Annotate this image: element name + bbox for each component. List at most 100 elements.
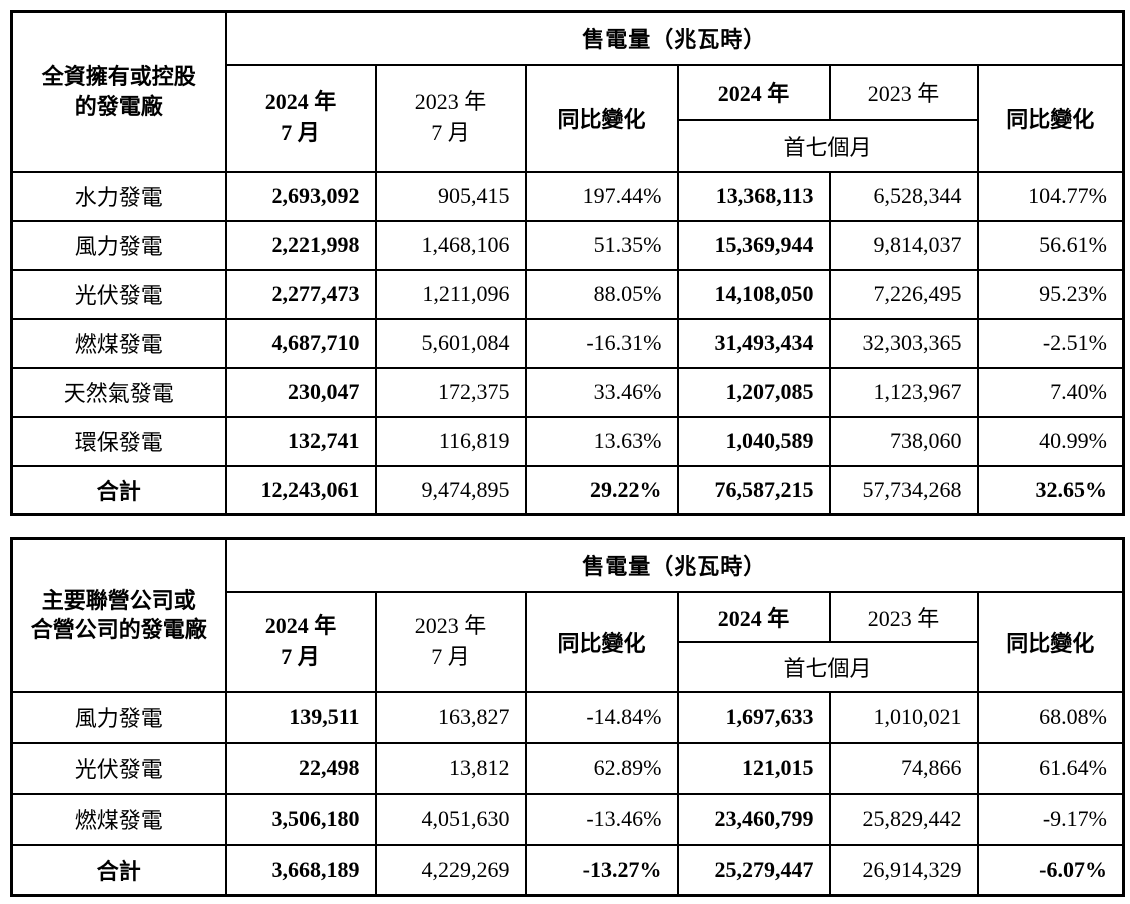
column-header-2023-july: 2023 年 7 月 bbox=[374, 63, 527, 173]
cell-yoy-ytd: 95.23% bbox=[976, 268, 1125, 320]
cell-yoy-month: -14.84% bbox=[524, 690, 679, 744]
cell-ytd2023: 1,123,967 bbox=[828, 366, 979, 418]
cell-yoy-ytd: 61.64% bbox=[976, 741, 1125, 795]
cell-ytd2023: 25,829,442 bbox=[828, 792, 979, 846]
column-group-header-sales-volume: 售電量（兆瓦時） bbox=[224, 537, 1125, 593]
row-header-line1: 主要聯營公司或 bbox=[41, 587, 196, 613]
cell-yoy-ytd: 104.77% bbox=[976, 170, 1125, 222]
cell-m2023: 116,819 bbox=[374, 415, 527, 467]
cell-m2024: 132,741 bbox=[224, 415, 377, 467]
cell-yoy-month: -13.46% bbox=[524, 792, 679, 846]
row-label: 水力發電 bbox=[10, 170, 227, 222]
cell-yoy-month: 62.89% bbox=[524, 741, 679, 795]
cell-m2024: 22,498 bbox=[224, 741, 377, 795]
cell-ytd2023: 7,226,495 bbox=[828, 268, 979, 320]
cell-yoy-ytd: 40.99% bbox=[976, 415, 1125, 467]
row-label: 光伏發電 bbox=[10, 268, 227, 320]
column-header-2024-july-year: 2024 年 bbox=[264, 612, 337, 638]
cell-m2023: 4,051,630 bbox=[374, 792, 527, 846]
column-header-2024-july: 2024 年 7 月 bbox=[224, 590, 377, 693]
table-row-coal: 燃煤發電 4,687,710 5,601,084 -16.31% 31,493,… bbox=[10, 317, 1125, 369]
cell-ytd2024: 1,040,589 bbox=[676, 415, 831, 467]
cell-m2023: 5,601,084 bbox=[374, 317, 527, 369]
cell-yoy-ytd: 56.61% bbox=[976, 219, 1125, 271]
row-header-associate-jv-plants: 主要聯營公司或 合營公司的發電廠 bbox=[10, 537, 227, 693]
cell-m2024: 4,687,710 bbox=[224, 317, 377, 369]
cell-m2024: 3,668,189 bbox=[224, 843, 377, 897]
cell-yoy-month: -16.31% bbox=[524, 317, 679, 369]
cell-m2024: 12,243,061 bbox=[224, 464, 377, 516]
table-row-wind: 風力發電 2,221,998 1,468,106 51.35% 15,369,9… bbox=[10, 219, 1125, 271]
table-row-natural-gas: 天然氣發電 230,047 172,375 33.46% 1,207,085 1… bbox=[10, 366, 1125, 418]
cell-yoy-month: 88.05% bbox=[524, 268, 679, 320]
table-row-total: 合計 3,668,189 4,229,269 -13.27% 25,279,44… bbox=[10, 843, 1125, 897]
table-row-solar: 光伏發電 2,277,473 1,211,096 88.05% 14,108,0… bbox=[10, 268, 1125, 320]
column-header-yoy-change-month: 同比變化 bbox=[524, 63, 679, 173]
cell-ytd2024: 76,587,215 bbox=[676, 464, 831, 516]
cell-m2024: 2,277,473 bbox=[224, 268, 377, 320]
cell-ytd2023: 738,060 bbox=[828, 415, 979, 467]
cell-yoy-ytd: -9.17% bbox=[976, 792, 1125, 846]
table-wholly-owned-plants: 全資擁有或控股 的發電廠 售電量（兆瓦時） 2024 年 7 月 2023 年 … bbox=[10, 10, 1125, 516]
cell-yoy-month: 29.22% bbox=[524, 464, 679, 516]
row-label-total: 合計 bbox=[10, 464, 227, 516]
cell-m2023: 4,229,269 bbox=[374, 843, 527, 897]
table-row-environmental: 環保發電 132,741 116,819 13.63% 1,040,589 73… bbox=[10, 415, 1125, 467]
cell-m2024: 230,047 bbox=[224, 366, 377, 418]
column-header-first-seven-months: 首七個月 bbox=[676, 118, 979, 173]
cell-yoy-ytd: 32.65% bbox=[976, 464, 1125, 516]
column-header-2024-ytd: 2024 年 bbox=[676, 63, 831, 121]
cell-ytd2024: 31,493,434 bbox=[676, 317, 831, 369]
cell-m2023: 163,827 bbox=[374, 690, 527, 744]
column-header-yoy-change-month: 同比變化 bbox=[524, 590, 679, 693]
cell-ytd2024: 121,015 bbox=[676, 741, 831, 795]
cell-m2024: 2,693,092 bbox=[224, 170, 377, 222]
row-label: 天然氣發電 bbox=[10, 366, 227, 418]
table-row-total: 合計 12,243,061 9,474,895 29.22% 76,587,21… bbox=[10, 464, 1125, 516]
cell-ytd2024: 15,369,944 bbox=[676, 219, 831, 271]
row-label: 環保發電 bbox=[10, 415, 227, 467]
cell-ytd2023: 1,010,021 bbox=[828, 690, 979, 744]
column-header-2023-ytd: 2023 年 bbox=[828, 63, 979, 121]
column-header-2023-july-month: 7 月 bbox=[431, 643, 470, 669]
cell-yoy-month: 197.44% bbox=[524, 170, 679, 222]
row-label: 光伏發電 bbox=[10, 741, 227, 795]
column-header-2024-july-year: 2024 年 bbox=[264, 89, 337, 115]
cell-m2024: 139,511 bbox=[224, 690, 377, 744]
cell-ytd2024: 14,108,050 bbox=[676, 268, 831, 320]
table-row-coal: 燃煤發電 3,506,180 4,051,630 -13.46% 23,460,… bbox=[10, 792, 1125, 846]
column-header-2024-july: 2024 年 7 月 bbox=[224, 63, 377, 173]
column-header-2024-july-month: 7 月 bbox=[281, 120, 320, 145]
cell-m2024: 2,221,998 bbox=[224, 219, 377, 271]
row-header-line2: 的發電廠 bbox=[74, 93, 163, 119]
cell-yoy-ytd: 7.40% bbox=[976, 366, 1125, 418]
cell-m2023: 9,474,895 bbox=[374, 464, 527, 516]
cell-ytd2023: 74,866 bbox=[828, 741, 979, 795]
cell-yoy-month: 33.46% bbox=[524, 366, 679, 418]
cell-ytd2024: 1,207,085 bbox=[676, 366, 831, 418]
table-row-hydro: 水力發電 2,693,092 905,415 197.44% 13,368,11… bbox=[10, 170, 1125, 222]
row-label: 燃煤發電 bbox=[10, 317, 227, 369]
cell-ytd2023: 32,303,365 bbox=[828, 317, 979, 369]
cell-ytd2024: 23,460,799 bbox=[676, 792, 831, 846]
cell-m2023: 172,375 bbox=[374, 366, 527, 418]
cell-ytd2024: 25,279,447 bbox=[676, 843, 831, 897]
cell-m2024: 3,506,180 bbox=[224, 792, 377, 846]
cell-yoy-month: -13.27% bbox=[524, 843, 679, 897]
cell-yoy-month: 51.35% bbox=[524, 219, 679, 271]
table-associate-jv-plants: 主要聯營公司或 合營公司的發電廠 售電量（兆瓦時） 2024 年 7 月 202… bbox=[10, 537, 1125, 897]
column-header-2024-july-month: 7 月 bbox=[281, 643, 320, 669]
table-row-solar: 光伏發電 22,498 13,812 62.89% 121,015 74,866… bbox=[10, 741, 1125, 795]
cell-m2023: 905,415 bbox=[374, 170, 527, 222]
column-group-header-sales-volume: 售電量（兆瓦時） bbox=[224, 10, 1125, 66]
row-label: 風力發電 bbox=[10, 219, 227, 271]
cell-ytd2023: 26,914,329 bbox=[828, 843, 979, 897]
column-header-2023-july-month: 7 月 bbox=[431, 120, 470, 145]
column-header-2023-july: 2023 年 7 月 bbox=[374, 590, 527, 693]
cell-ytd2023: 6,528,344 bbox=[828, 170, 979, 222]
cell-yoy-ytd: 68.08% bbox=[976, 690, 1125, 744]
column-header-2023-july-year: 2023 年 bbox=[414, 612, 487, 638]
column-header-yoy-change-ytd: 同比變化 bbox=[976, 63, 1125, 173]
column-header-2024-ytd: 2024 年 bbox=[676, 590, 831, 643]
cell-m2023: 13,812 bbox=[374, 741, 527, 795]
